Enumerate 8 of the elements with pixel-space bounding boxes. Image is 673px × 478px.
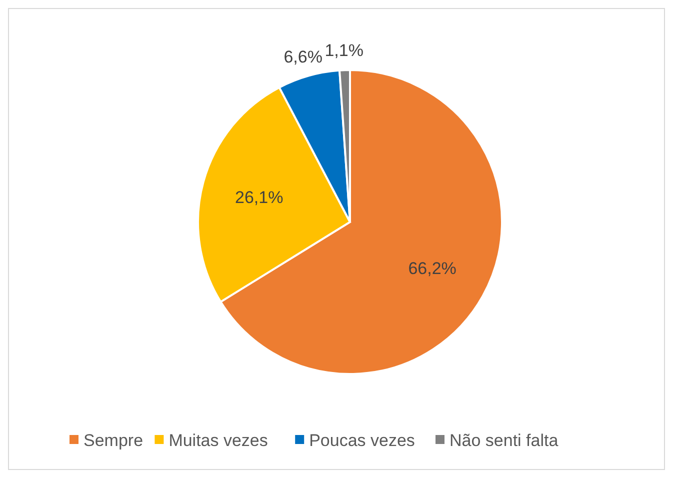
legend-label: Muitas vezes <box>168 430 268 450</box>
legend-label: Sempre <box>84 430 144 450</box>
data-label: 1,1% <box>324 41 364 60</box>
data-label: 6,6% <box>284 47 322 66</box>
data-label: 66,2% <box>408 258 456 278</box>
legend-label: Não senti falta <box>450 430 559 450</box>
legend-label: Poucas vezes <box>309 430 415 450</box>
data-label: 26,1% <box>235 188 284 208</box>
